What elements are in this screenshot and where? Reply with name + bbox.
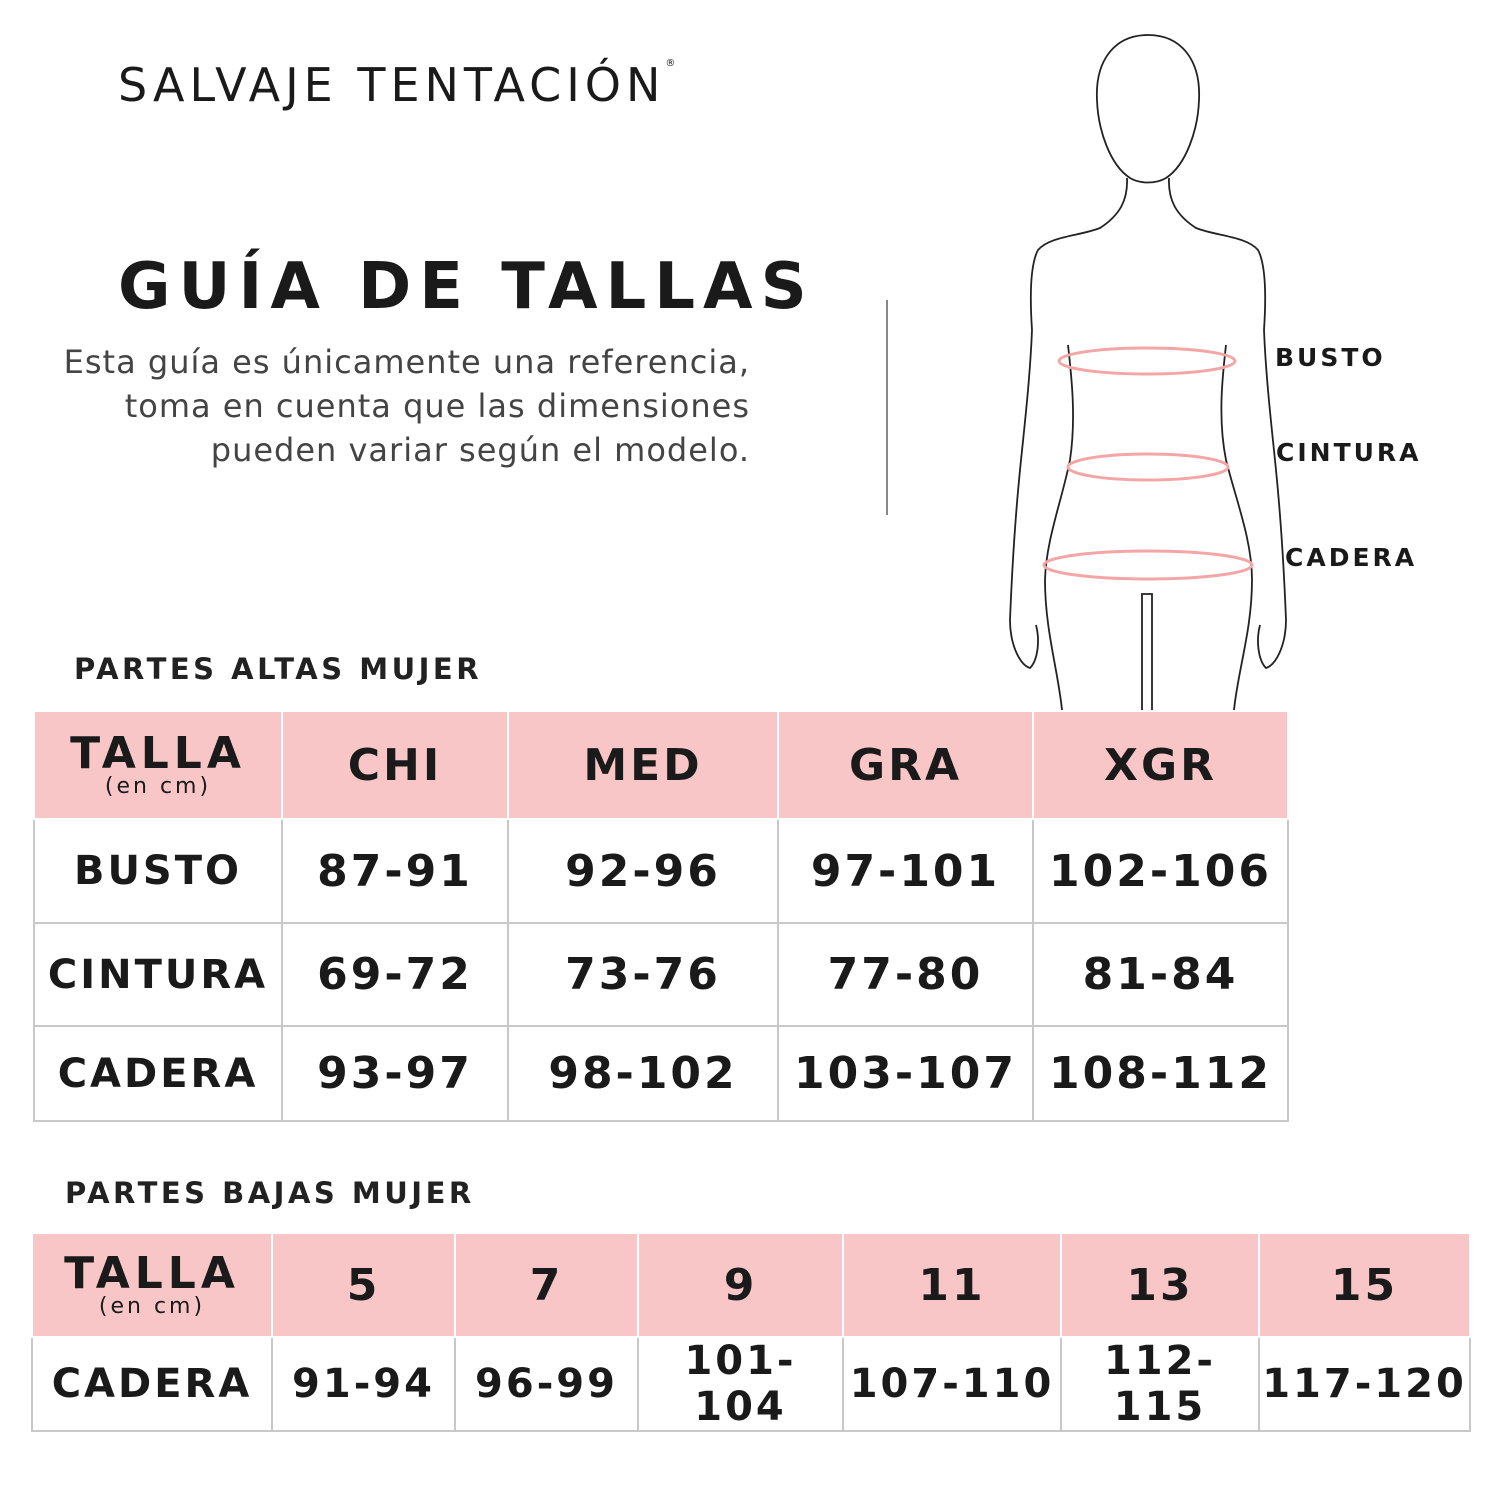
cell: 69-72 bbox=[281, 922, 509, 1027]
table-header-row: TALLA (en cm) 5 7 9 11 13 15 bbox=[31, 1232, 1471, 1338]
size-header: CHI bbox=[281, 710, 509, 820]
unit-label: (en cm) bbox=[104, 774, 212, 799]
description: Esta guía es únicamente una referencia, … bbox=[63, 343, 750, 469]
table-header-row: TALLA (en cm) CHI MED GRA XGR bbox=[33, 710, 1289, 820]
lower-size-table: TALLA (en cm) 5 7 9 11 13 15 CADERA 91-94… bbox=[31, 1232, 1471, 1432]
size-header: GRA bbox=[777, 710, 1034, 820]
cell: 92-96 bbox=[507, 818, 779, 924]
table-row: CINTURA 69-72 73-76 77-80 81-84 bbox=[33, 922, 1289, 1027]
section-title-lower: PARTES BAJAS MUJER bbox=[65, 1176, 475, 1210]
row-label: BUSTO bbox=[33, 818, 283, 924]
table-row: CADERA 91-94 96-99 101-104 107-110 112-1… bbox=[31, 1336, 1471, 1432]
cell: 98-102 bbox=[507, 1025, 779, 1122]
cell: 112-115 bbox=[1060, 1336, 1260, 1432]
table-row: BUSTO 87-91 92-96 97-101 102-106 bbox=[33, 818, 1289, 924]
cell: 77-80 bbox=[777, 922, 1034, 1027]
body-silhouette-icon bbox=[1009, 34, 1287, 711]
size-header: 13 bbox=[1060, 1232, 1260, 1338]
cell: 73-76 bbox=[507, 922, 779, 1027]
page-title: GUÍA DE TALLAS bbox=[118, 250, 815, 324]
brand-name: SALVAJE TENTACIÓN bbox=[118, 58, 666, 112]
table-row: CADERA 93-97 98-102 103-107 108-112 bbox=[33, 1025, 1289, 1122]
cell: 93-97 bbox=[281, 1025, 509, 1122]
cell: 81-84 bbox=[1032, 922, 1289, 1027]
row-label: CINTURA bbox=[33, 922, 283, 1027]
brand-logo: SALVAJE TENTACIÓN® bbox=[118, 58, 675, 112]
cell: 108-112 bbox=[1032, 1025, 1289, 1122]
cell: 96-99 bbox=[454, 1336, 639, 1432]
size-header: 11 bbox=[842, 1232, 1062, 1338]
cell: 102-106 bbox=[1032, 818, 1289, 924]
figure-label-cintura: CINTURA bbox=[1276, 438, 1422, 467]
section-title-upper: PARTES ALTAS MUJER bbox=[74, 652, 483, 686]
figure-label-cadera: CADERA bbox=[1285, 543, 1418, 572]
registered-mark: ® bbox=[665, 58, 676, 69]
size-header: 15 bbox=[1258, 1232, 1471, 1338]
row-label: CADERA bbox=[33, 1025, 283, 1122]
talla-header: TALLA (en cm) bbox=[31, 1232, 273, 1338]
size-header: 9 bbox=[637, 1232, 844, 1338]
size-header: 5 bbox=[271, 1232, 456, 1338]
upper-size-table: TALLA (en cm) CHI MED GRA XGR BUSTO 87-91… bbox=[33, 710, 1289, 1122]
divider bbox=[886, 300, 888, 515]
cell: 87-91 bbox=[281, 818, 509, 924]
talla-label: TALLA bbox=[70, 728, 246, 779]
size-header: XGR bbox=[1032, 710, 1289, 820]
figure-label-busto: BUSTO bbox=[1275, 343, 1386, 372]
talla-label: TALLA bbox=[64, 1248, 240, 1299]
cell: 91-94 bbox=[271, 1336, 456, 1432]
talla-header: TALLA (en cm) bbox=[33, 710, 283, 820]
row-label: CADERA bbox=[31, 1336, 273, 1432]
cell: 117-120 bbox=[1258, 1336, 1471, 1432]
cell: 97-101 bbox=[777, 818, 1034, 924]
cell: 101-104 bbox=[637, 1336, 844, 1432]
cell: 107-110 bbox=[842, 1336, 1062, 1432]
size-header: 7 bbox=[454, 1232, 639, 1338]
size-header: MED bbox=[507, 710, 779, 820]
cell: 103-107 bbox=[777, 1025, 1034, 1122]
unit-label: (en cm) bbox=[98, 1294, 206, 1319]
